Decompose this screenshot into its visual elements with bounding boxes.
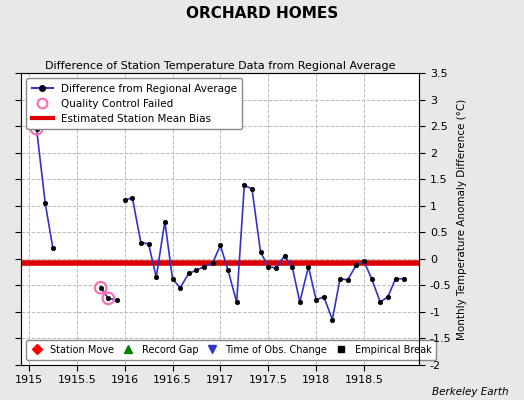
Legend: Station Move, Record Gap, Time of Obs. Change, Empirical Break: Station Move, Record Gap, Time of Obs. C…	[26, 340, 436, 360]
Text: Berkeley Earth: Berkeley Earth	[432, 387, 508, 397]
Point	[96, 284, 105, 291]
Title: Difference of Station Temperature Data from Regional Average: Difference of Station Temperature Data f…	[45, 61, 396, 71]
Y-axis label: Monthly Temperature Anomaly Difference (°C): Monthly Temperature Anomaly Difference (…	[457, 98, 467, 340]
Point	[32, 126, 41, 132]
Point	[104, 295, 113, 302]
Text: ORCHARD HOMES: ORCHARD HOMES	[186, 6, 338, 21]
